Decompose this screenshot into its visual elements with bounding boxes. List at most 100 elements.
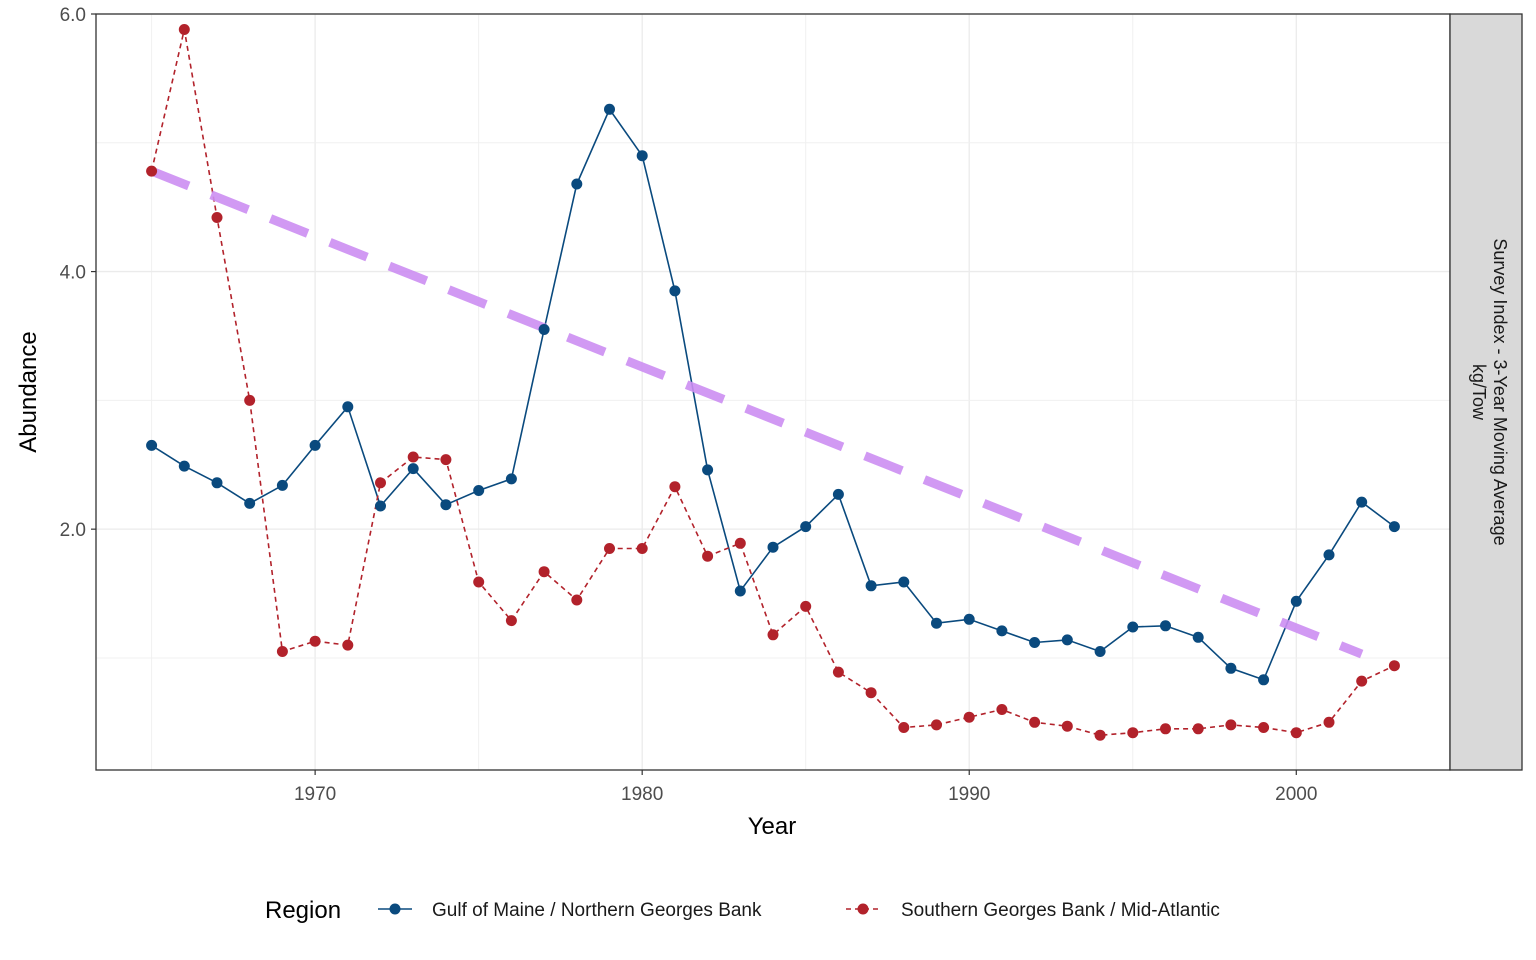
x-tick-label: 2000 — [1275, 784, 1317, 805]
series-point-0 — [1192, 631, 1204, 643]
series-point-0 — [375, 500, 386, 512]
series-point-0 — [309, 439, 321, 451]
series-point-0 — [211, 477, 223, 489]
x-axis: 1970 1980 1990 2000 — [294, 770, 1317, 805]
legend-item-gulf-of-maine: Gulf of Maine / Northern Georges Bank — [378, 900, 762, 921]
series-point-0 — [1225, 662, 1237, 674]
series-line-1 — [150, 29, 1395, 737]
series-point-0 — [1094, 646, 1106, 657]
series-point-1 — [1258, 722, 1270, 733]
legend-key-point-southern-georges-bank — [857, 903, 869, 915]
y-axis-title: Abundance — [15, 331, 42, 452]
series-point-0 — [669, 285, 681, 297]
series-point-1 — [211, 212, 223, 223]
series-point-1 — [734, 537, 746, 549]
series-point-0 — [1127, 621, 1139, 633]
series-point-1 — [898, 722, 910, 733]
series-point-0 — [963, 613, 975, 625]
series-point-0 — [473, 485, 485, 496]
facet-label-line-2: kg/Tow — [1469, 364, 1489, 421]
x-tick-label: 1990 — [948, 784, 990, 805]
series-point-0 — [1029, 637, 1041, 648]
series-point-0 — [1258, 674, 1270, 686]
x-tick-label: 1980 — [621, 784, 663, 805]
series-point-0 — [1356, 496, 1368, 508]
series-point-0 — [1323, 549, 1335, 561]
series-point-0 — [505, 473, 517, 485]
legend-item-southern-georges-bank: Southern Georges Bank / Mid-Atlantic — [846, 900, 1220, 921]
series-point-1 — [375, 477, 386, 489]
series-point-1 — [1127, 727, 1139, 739]
y-tick-label: 6.0 — [60, 5, 86, 26]
legend-label-southern-georges-bank: Southern Georges Bank / Mid-Atlantic — [901, 900, 1220, 921]
series-point-0 — [832, 488, 844, 500]
series-point-1 — [440, 454, 452, 466]
legend-title: Region — [265, 897, 341, 924]
series-point-1 — [931, 719, 942, 731]
legend-key-point-gulf-of-maine — [389, 903, 401, 915]
series-point-1 — [1225, 719, 1237, 731]
series-point-0 — [244, 497, 256, 509]
series-point-1 — [800, 600, 812, 612]
series-point-0 — [604, 103, 615, 115]
series-point-1 — [1029, 716, 1041, 728]
series-point-1 — [505, 615, 517, 627]
series-point-0 — [538, 324, 550, 335]
series-point-0 — [276, 479, 288, 491]
x-tick-label: 1970 — [294, 784, 336, 805]
series-point-0 — [898, 576, 910, 588]
series-point-1 — [146, 165, 158, 177]
series-point-1 — [669, 481, 681, 493]
series-point-0 — [931, 617, 942, 629]
series-point-0 — [178, 460, 190, 472]
plot-panel — [96, 14, 1450, 770]
series-point-1 — [767, 629, 779, 641]
series-point-1 — [636, 543, 648, 554]
series-point-1 — [1094, 729, 1106, 741]
series-point-1 — [1323, 716, 1335, 728]
series-point-0 — [1160, 620, 1171, 632]
series-point-1 — [309, 635, 321, 647]
series-point-1 — [996, 704, 1008, 715]
facet-strip — [1449, 13, 1523, 771]
x-axis-title: Year — [748, 813, 797, 840]
facet-label-line-1: Survey Index - 3-Year Moving Average — [1490, 238, 1510, 545]
series-point-1 — [604, 543, 615, 554]
series-point-0 — [702, 464, 714, 476]
series-point-1 — [832, 666, 844, 678]
series-point-1 — [1160, 723, 1171, 735]
series-point-0 — [1290, 595, 1302, 607]
series-point-1 — [865, 687, 877, 699]
y-tick-label: 4.0 — [60, 263, 86, 284]
series-point-1 — [244, 394, 256, 406]
series-point-1 — [1356, 675, 1368, 687]
series-point-0 — [1388, 521, 1400, 533]
series-point-1 — [276, 646, 288, 657]
series-point-1 — [473, 576, 485, 588]
series-point-0 — [767, 541, 779, 553]
series-point-1 — [1290, 727, 1302, 739]
series-point-1 — [407, 451, 419, 463]
series-point-1 — [342, 639, 354, 651]
legend: Region Gulf of Maine / Northern Georges … — [265, 897, 1220, 924]
series-point-0 — [865, 580, 877, 592]
series-point-0 — [407, 463, 419, 475]
series-point-0 — [996, 625, 1008, 637]
legend-label-gulf-of-maine: Gulf of Maine / Northern Georges Bank — [432, 900, 762, 921]
series-point-1 — [178, 24, 190, 35]
series-point-0 — [440, 499, 452, 511]
series-point-1 — [1388, 660, 1400, 672]
y-tick-label: 2.0 — [60, 520, 86, 541]
series-point-0 — [146, 439, 158, 451]
series-point-0 — [342, 401, 354, 413]
series-point-1 — [963, 711, 975, 723]
series-point-1 — [1192, 723, 1204, 735]
series-point-1 — [538, 566, 550, 578]
series-point-0 — [1061, 634, 1073, 646]
series-layer — [146, 24, 1400, 741]
series-point-1 — [1061, 720, 1073, 732]
series-point-1 — [702, 550, 714, 562]
trend-line — [149, 166, 1364, 659]
series-point-0 — [734, 585, 746, 597]
